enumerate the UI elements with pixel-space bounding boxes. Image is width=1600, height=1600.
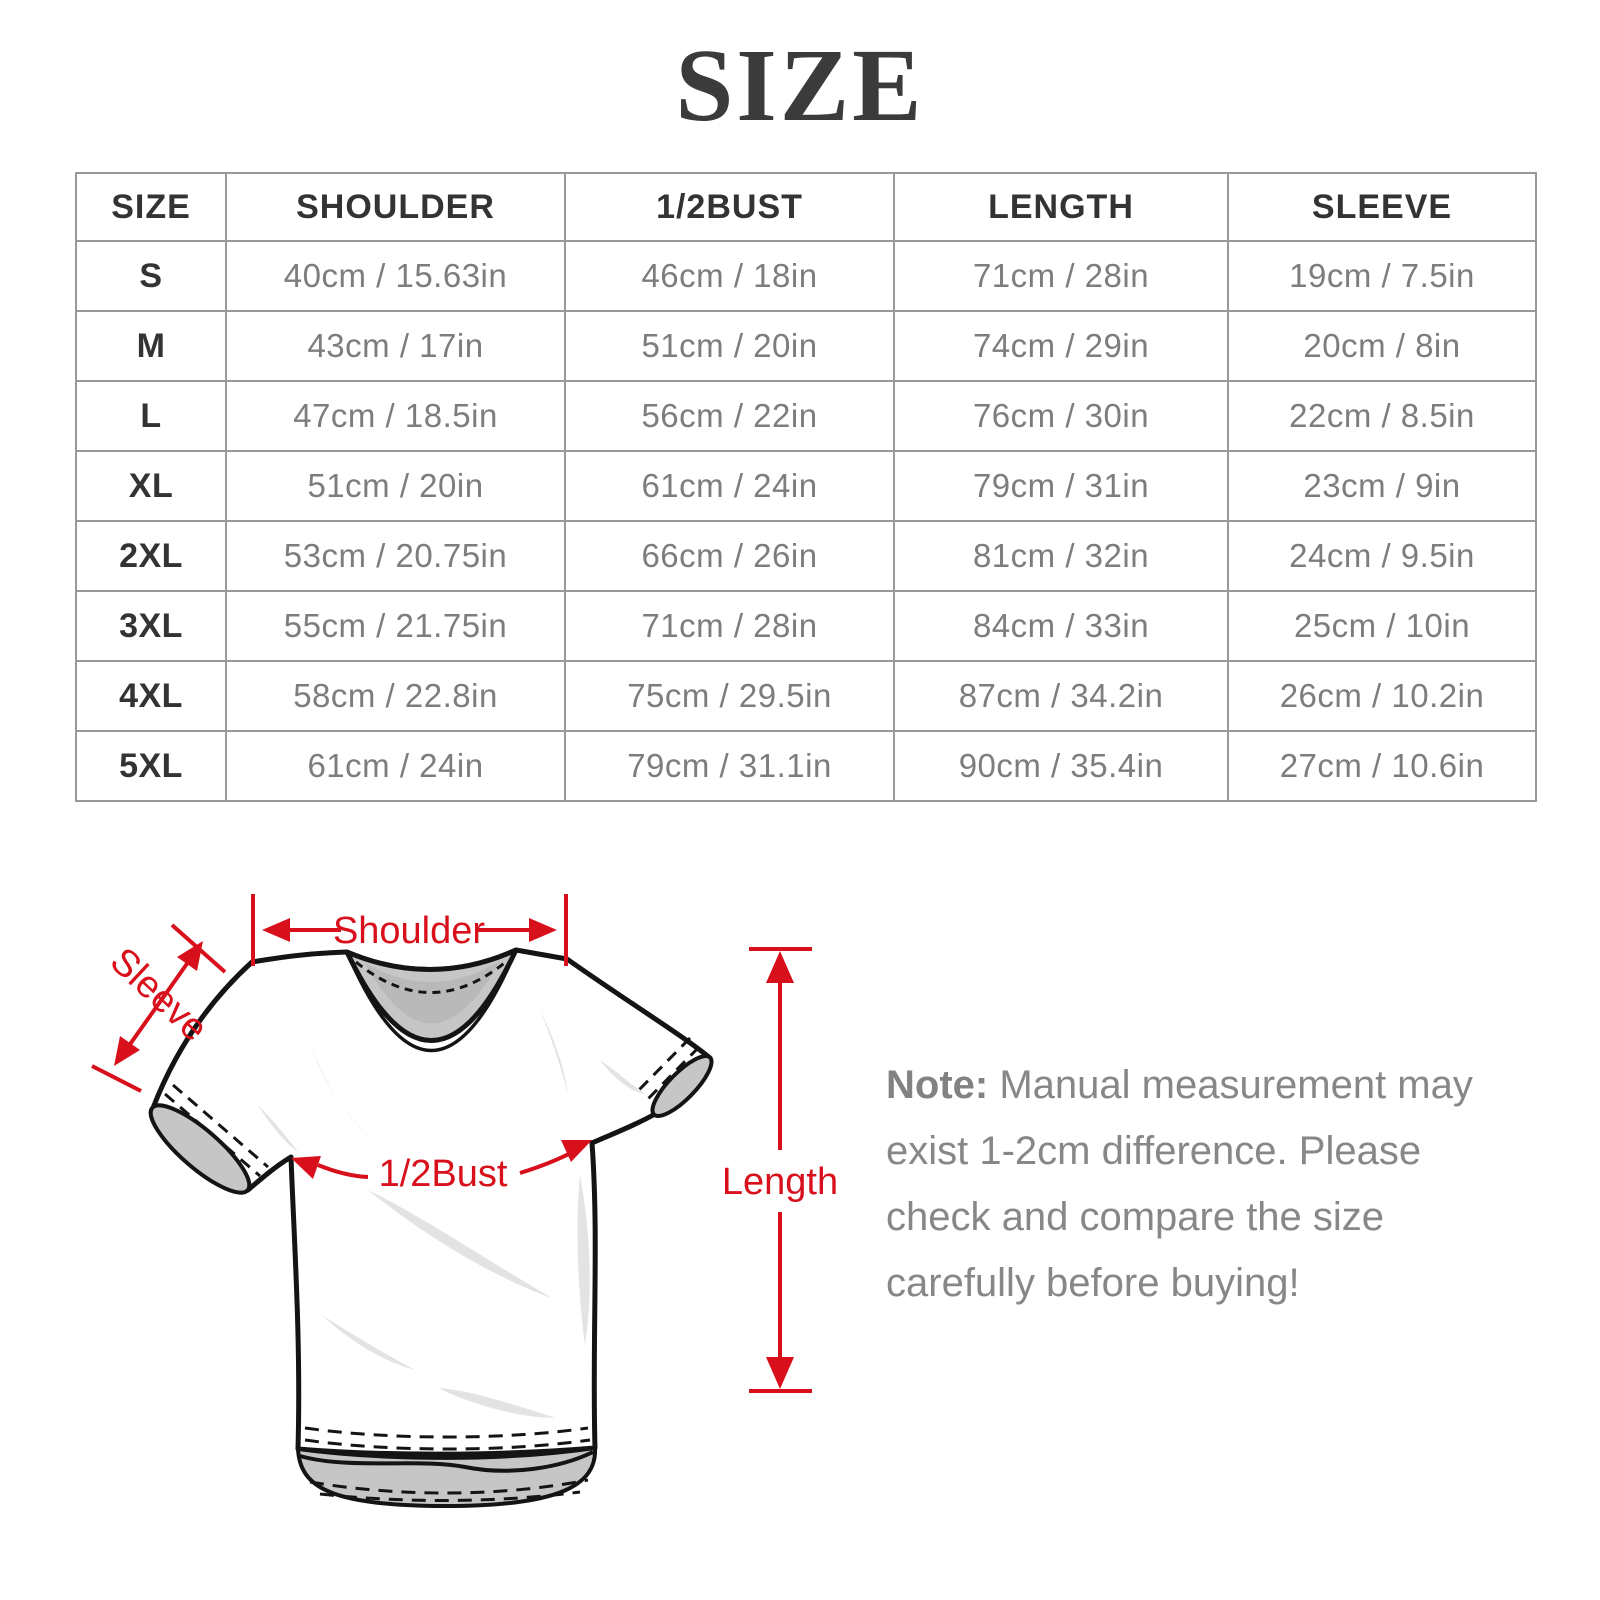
length-cell: 74cm / 29in (893, 310, 1229, 382)
sleeve-cell: 20cm / 8in (1227, 310, 1537, 382)
length-label: Length (722, 1161, 838, 1203)
hem-stitching (309, 1478, 589, 1495)
length-cell: 81cm / 32in (893, 520, 1229, 592)
shoulder-label: Shoulder (333, 910, 485, 952)
shoulder-cell: 61cm / 24in (225, 730, 566, 802)
size-cell: 2XL (75, 520, 227, 592)
bust-cell: 79cm / 31.1in (564, 730, 895, 802)
size-cell: XL (75, 450, 227, 522)
wrinkle (577, 1175, 590, 1345)
sleeve-cell: 22cm / 8.5in (1227, 380, 1537, 452)
bust-cell: 51cm / 20in (564, 310, 895, 382)
arrowhead-right (529, 918, 557, 942)
arrowhead-down (766, 1357, 794, 1389)
arrowhead-up (766, 951, 794, 983)
sleeve-cell: 27cm / 10.6in (1227, 730, 1537, 802)
table-row: S 40cm / 15.63in 46cm / 18in 71cm / 28in… (75, 240, 1537, 312)
length-cell: 79cm / 31in (893, 450, 1229, 522)
length-cell: 90cm / 35.4in (893, 730, 1229, 802)
sleeve-cell: 26cm / 10.2in (1227, 660, 1537, 732)
right-cuff (650, 1054, 714, 1118)
table-header-row: SIZE SHOULDER 1/2BUST LENGTH SLEEVE (75, 172, 1537, 242)
length-measure: Length (722, 947, 838, 1393)
header-shoulder: SHOULDER (225, 172, 566, 242)
size-cell: 4XL (75, 660, 227, 732)
sleeve-cell: 23cm / 9in (1227, 450, 1537, 522)
wrinkle (258, 1105, 298, 1152)
shoulder-measure: Shoulder (251, 894, 568, 966)
page-title: SIZE (675, 28, 925, 143)
arrowhead-right (561, 1140, 592, 1162)
wrinkle (600, 1060, 645, 1094)
size-cell: L (75, 380, 227, 452)
hem-stitching (319, 1490, 581, 1503)
shoulder-cell: 40cm / 15.63in (225, 240, 566, 312)
hem-fold (299, 1450, 594, 1473)
table-row: XL 51cm / 20in 61cm / 24in 79cm / 31in 2… (75, 450, 1537, 522)
note-label: Note: (886, 1063, 989, 1107)
tshirt-measurement-diagram: Shoulder Sleeve 1/2Bust Lengt (91, 894, 838, 1508)
note-body: Manual measurement may exist 1-2cm diffe… (886, 1063, 1473, 1305)
hem-stitching (304, 1438, 591, 1451)
bust-cell: 46cm / 18in (564, 240, 895, 312)
size-cell: 3XL (75, 590, 227, 662)
table-row: 4XL 58cm / 22.8in 75cm / 29.5in 87cm / 3… (75, 660, 1537, 732)
sleeve-cell: 19cm / 7.5in (1227, 240, 1537, 312)
shoulder-cell: 43cm / 17in (225, 310, 566, 382)
bust-cell: 71cm / 28in (564, 590, 895, 662)
shoulder-cell: 53cm / 20.75in (225, 520, 566, 592)
left-cuff-stitching (172, 1083, 269, 1169)
collar-stitching (355, 958, 509, 994)
hem-band (296, 1446, 598, 1508)
right-cuff-stitching (642, 1045, 701, 1105)
table-row: L 47cm / 18.5in 56cm / 22in 76cm / 30in … (75, 380, 1537, 452)
shoulder-cell: 51cm / 20in (225, 450, 566, 522)
table-row: 2XL 53cm / 20.75in 66cm / 26in 81cm / 32… (75, 520, 1537, 592)
table-row: M 43cm / 17in 51cm / 20in 74cm / 29in 20… (75, 310, 1537, 382)
arrowhead-left (262, 918, 290, 942)
header-bust: 1/2BUST (564, 172, 895, 242)
shoulder-cell: 55cm / 21.75in (225, 590, 566, 662)
size-cell: 5XL (75, 730, 227, 802)
arrowhead-left (291, 1156, 321, 1179)
bust-measure: 1/2Bust (291, 1140, 592, 1195)
header-size: SIZE (75, 172, 227, 242)
table-row: 5XL 61cm / 24in 79cm / 31.1in 90cm / 35.… (75, 730, 1537, 802)
bust-cell: 61cm / 24in (564, 450, 895, 522)
length-cell: 76cm / 30in (893, 380, 1229, 452)
header-sleeve: SLEEVE (1227, 172, 1537, 242)
size-cell: M (75, 310, 227, 382)
arrowhead-up-right (177, 941, 203, 971)
size-cell: S (75, 240, 227, 312)
table-row: 3XL 55cm / 21.75in 71cm / 28in 84cm / 33… (75, 590, 1537, 662)
right-cuff-stitching (633, 1036, 692, 1096)
wrinkle (368, 1190, 552, 1298)
collar-seam (345, 949, 518, 1053)
hem-stitching (304, 1426, 589, 1439)
note-text: Note: Manual measurement may exist 1-2cm… (886, 1052, 1500, 1316)
length-cell: 71cm / 28in (893, 240, 1229, 312)
arrowhead-down-left (114, 1036, 140, 1066)
size-table: SIZE SHOULDER 1/2BUST LENGTH SLEEVE S 40… (75, 172, 1537, 802)
shoulder-cell: 47cm / 18.5in (225, 380, 566, 452)
header-length: LENGTH (893, 172, 1229, 242)
length-cell: 84cm / 33in (893, 590, 1229, 662)
shoulder-cell: 58cm / 22.8in (225, 660, 566, 732)
bust-cell: 75cm / 29.5in (564, 660, 895, 732)
wrinkle (438, 1388, 556, 1418)
sleeve-cell: 24cm / 9.5in (1227, 520, 1537, 592)
sleeve-cell: 25cm / 10in (1227, 590, 1537, 662)
bust-cell: 56cm / 22in (564, 380, 895, 452)
bust-label: 1/2Bust (379, 1153, 508, 1195)
length-cell: 87cm / 34.2in (893, 660, 1229, 732)
left-cuff-stitching (164, 1092, 261, 1178)
bust-cell: 66cm / 26in (564, 520, 895, 592)
